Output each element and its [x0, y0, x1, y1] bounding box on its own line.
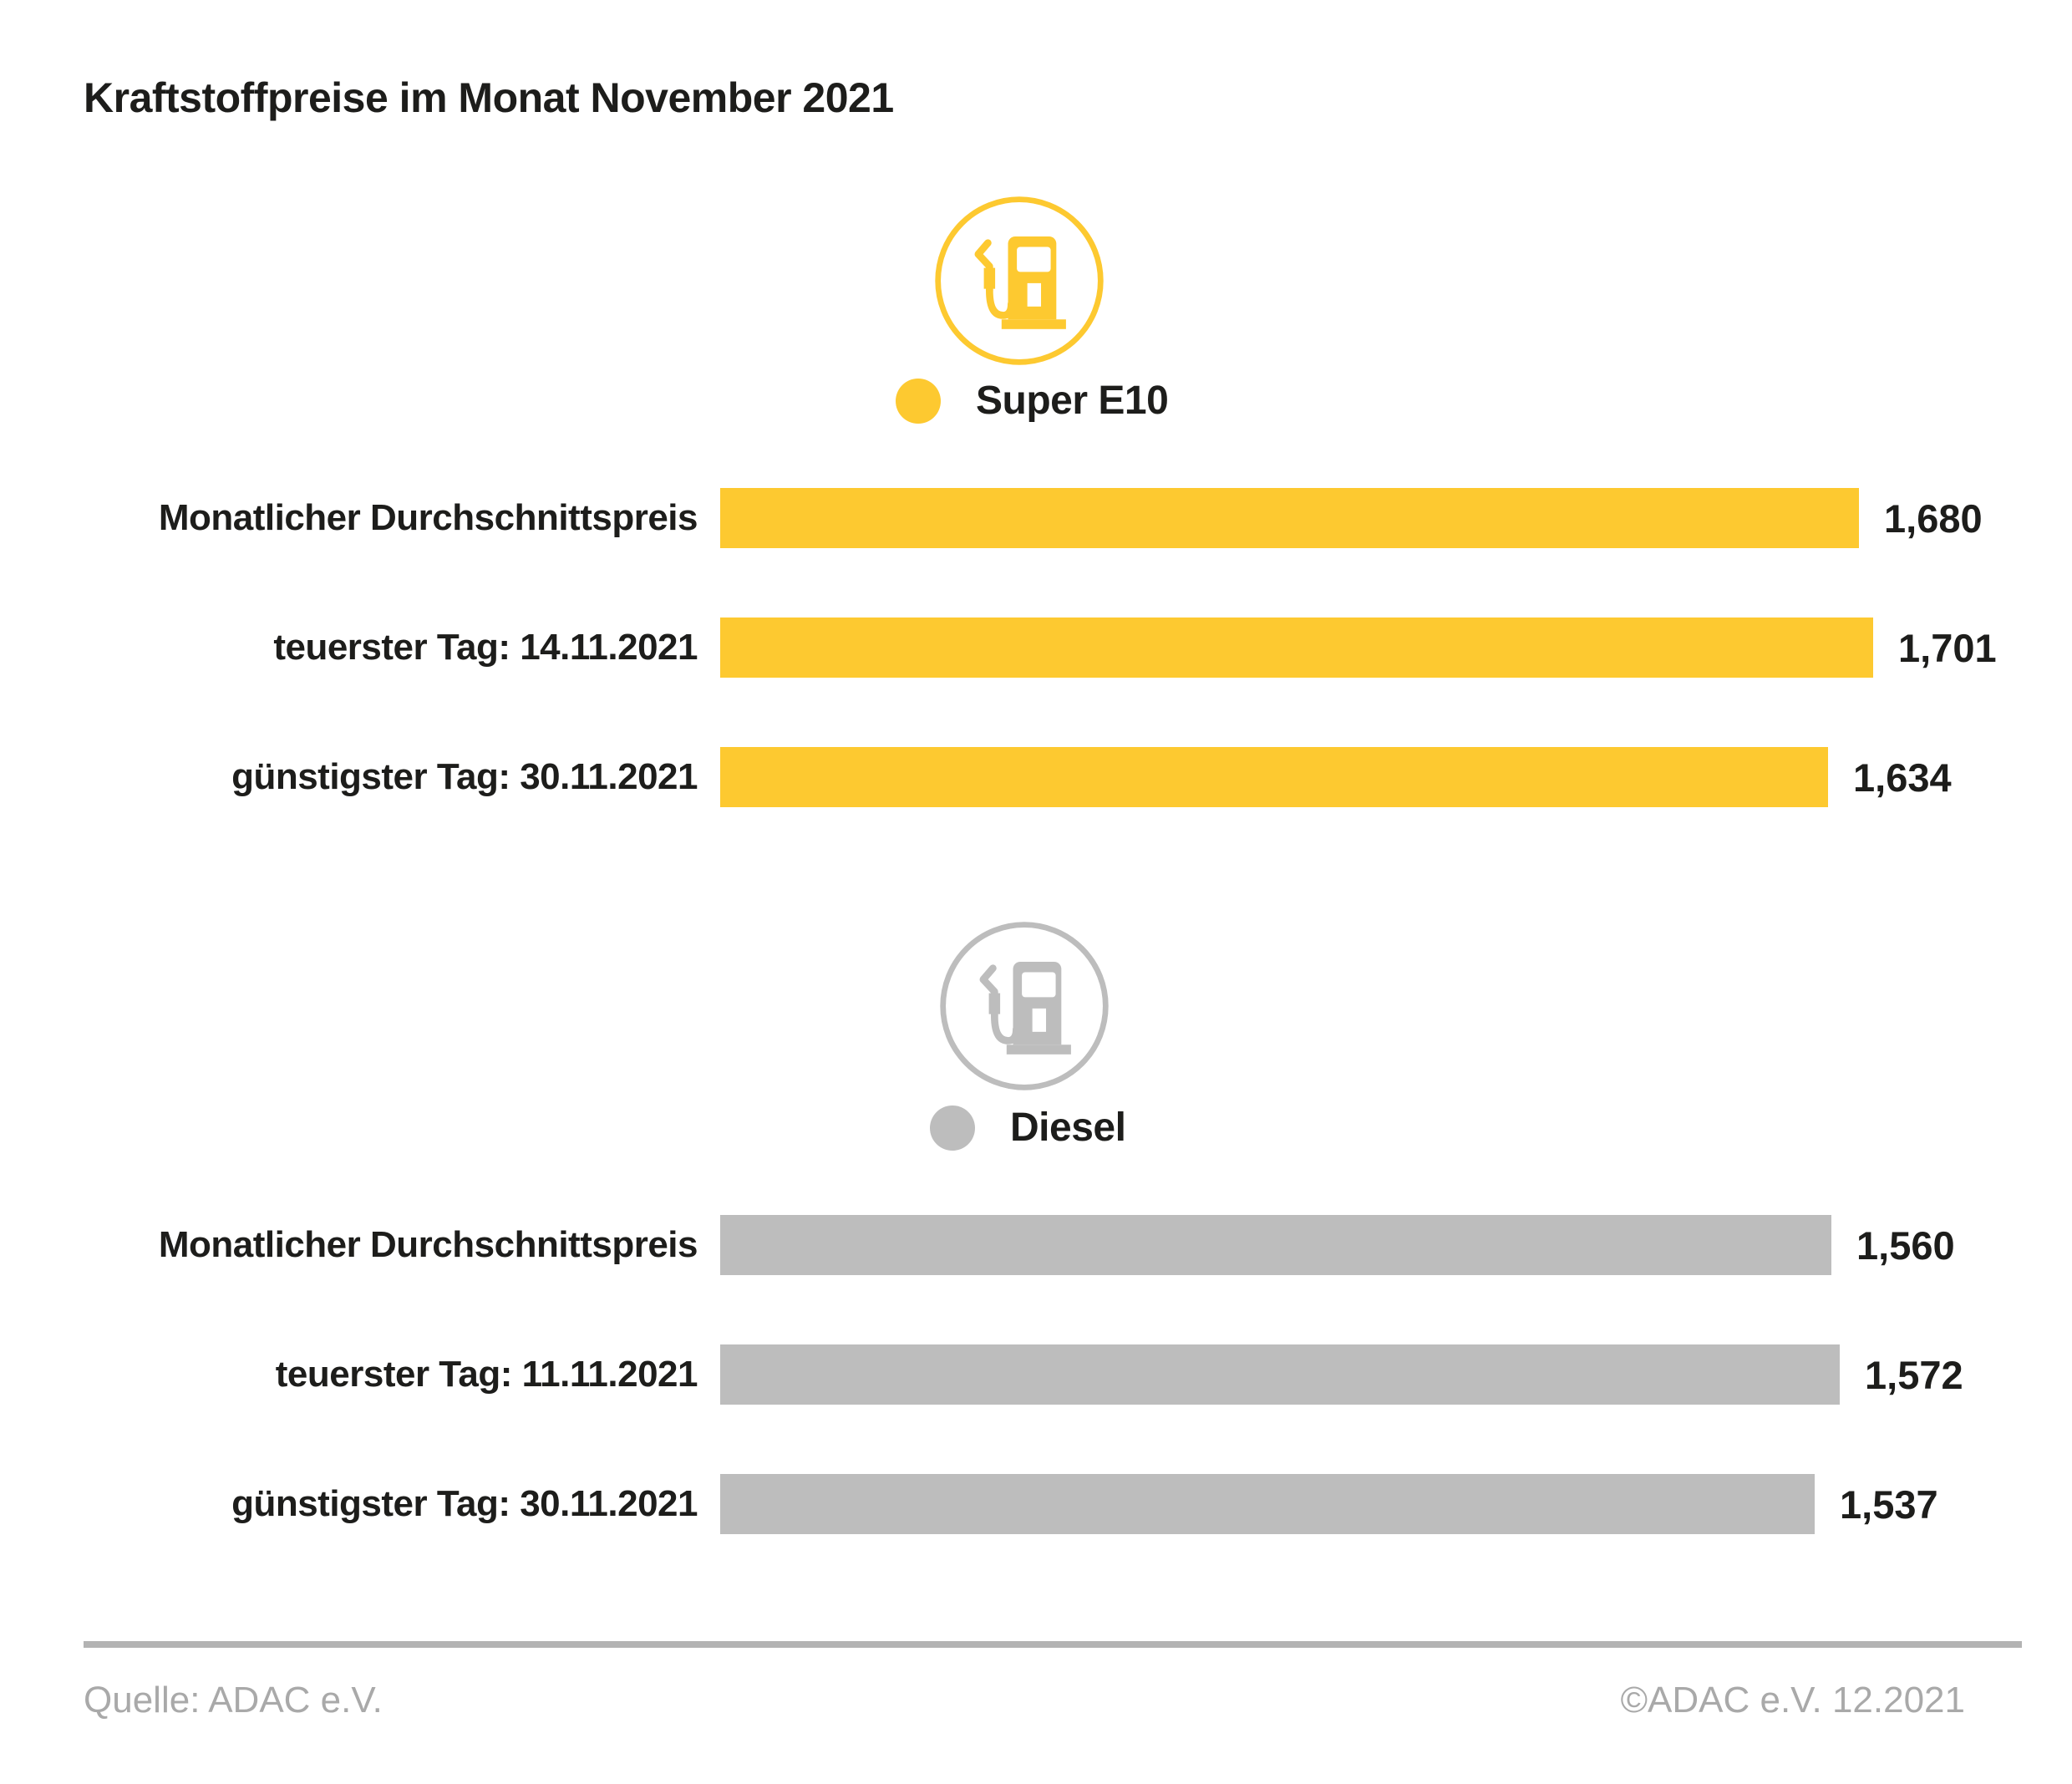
bar-row: teuerster Tag: 11.11.2021 1,572: [0, 1344, 2072, 1405]
bar-row: teuerster Tag: 14.11.2021 1,701: [0, 618, 2072, 678]
bar-value: 1,560: [1856, 1222, 1955, 1268]
bar-row: günstigster Tag: 30.11.2021 1,537: [0, 1474, 2072, 1534]
bar-value: 1,634: [1853, 755, 1952, 800]
bar-value: 1,680: [1884, 496, 1983, 541]
footer-source: Quelle: ADAC e.V.: [84, 1680, 383, 1720]
bar: [720, 488, 1859, 548]
bar-value: 1,572: [1865, 1352, 1963, 1397]
bar-row: günstigster Tag: 30.11.2021 1,634: [0, 747, 2072, 807]
bar: [720, 1215, 1831, 1275]
footer-divider: [84, 1641, 2022, 1648]
legend-dot: [896, 378, 941, 424]
bar: [720, 1344, 1840, 1405]
legend-super-e10: Super E10: [896, 378, 1169, 424]
bar-label: günstigster Tag: 30.11.2021: [231, 756, 698, 797]
bar: [720, 1474, 1815, 1534]
footer-copyright: ©ADAC e.V. 12.2021: [1620, 1680, 1965, 1720]
legend-label: Super E10: [976, 379, 1169, 423]
legend-dot: [930, 1105, 975, 1151]
bar-value: 1,537: [1840, 1482, 1938, 1527]
bar-value: 1,701: [1898, 625, 1997, 670]
bar-label: teuerster Tag: 14.11.2021: [273, 627, 698, 668]
bar-label: teuerster Tag: 11.11.2021: [275, 1354, 698, 1395]
bar-rows-diesel: Monatlicher Durchschnittspreis 1,560 teu…: [0, 1215, 2072, 1604]
bar: [720, 747, 1828, 807]
bar-row: Monatlicher Durchschnittspreis 1,560: [0, 1215, 2072, 1275]
bar: [720, 618, 1873, 678]
bar-label: Monatlicher Durchschnittspreis: [158, 497, 698, 538]
chart-title: Kraftstoffpreise im Monat November 2021: [84, 74, 894, 121]
legend-diesel: Diesel: [930, 1105, 1126, 1151]
bar-rows-super-e10: Monatlicher Durchschnittspreis 1,680 teu…: [0, 488, 2072, 877]
bar-row: Monatlicher Durchschnittspreis 1,680: [0, 488, 2072, 548]
fuel-pump-icon: [940, 922, 1109, 1090]
legend-label: Diesel: [1010, 1105, 1126, 1150]
bar-label: Monatlicher Durchschnittspreis: [158, 1224, 698, 1265]
bar-label: günstigster Tag: 30.11.2021: [231, 1483, 698, 1524]
fuel-pump-icon: [935, 196, 1104, 365]
